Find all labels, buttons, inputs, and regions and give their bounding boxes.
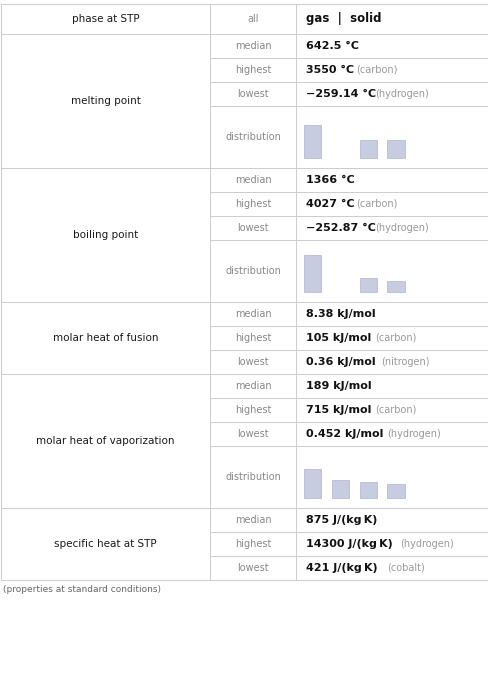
Text: (cobalt): (cobalt) (386, 563, 425, 573)
Bar (303, 255, 321, 292)
Text: (hydrogen): (hydrogen) (374, 89, 428, 99)
Text: 715 kJ/mol: 715 kJ/mol (305, 405, 370, 415)
Text: median: median (234, 309, 271, 319)
Text: all: all (247, 14, 258, 24)
Text: 3550 °C: 3550 °C (305, 65, 353, 75)
Text: 14300 J/(kg K): 14300 J/(kg K) (305, 539, 392, 549)
Text: (carbon): (carbon) (355, 65, 397, 75)
Text: (hydrogen): (hydrogen) (386, 429, 440, 439)
Text: lowest: lowest (237, 223, 268, 233)
Text: 642.5 °C: 642.5 °C (305, 41, 358, 51)
Text: 105 kJ/mol: 105 kJ/mol (305, 333, 370, 343)
Text: lowest: lowest (237, 357, 268, 367)
Bar (331, 480, 348, 498)
Text: 1366 °C: 1366 °C (305, 175, 354, 185)
Text: −252.87 °C: −252.87 °C (305, 223, 375, 233)
Text: 421 J/(kg K): 421 J/(kg K) (305, 563, 377, 573)
Text: −259.14 °C: −259.14 °C (305, 89, 375, 99)
Text: (nitrogen): (nitrogen) (380, 357, 429, 367)
Text: lowest: lowest (237, 563, 268, 573)
Text: 0.452 kJ/mol: 0.452 kJ/mol (305, 429, 383, 439)
Bar (359, 278, 376, 292)
Text: 4027 °C: 4027 °C (305, 199, 354, 209)
Text: molar heat of vaporization: molar heat of vaporization (36, 436, 175, 446)
Bar (386, 140, 404, 158)
Text: distribution: distribution (224, 132, 281, 142)
Text: (carbon): (carbon) (355, 199, 397, 209)
Text: median: median (234, 41, 271, 51)
Text: distribution: distribution (224, 472, 281, 482)
Text: (hydrogen): (hydrogen) (374, 223, 428, 233)
Bar (303, 469, 321, 498)
Bar (303, 125, 321, 158)
Bar (359, 482, 376, 498)
Text: (properties at standard conditions): (properties at standard conditions) (3, 585, 161, 594)
Text: median: median (234, 515, 271, 525)
Text: lowest: lowest (237, 429, 268, 439)
Text: highest: highest (234, 405, 271, 415)
Text: 8.38 kJ/mol: 8.38 kJ/mol (305, 309, 375, 319)
Text: median: median (234, 175, 271, 185)
Text: lowest: lowest (237, 89, 268, 99)
Text: 189 kJ/mol: 189 kJ/mol (305, 381, 371, 391)
Text: distribution: distribution (224, 266, 281, 276)
Text: highest: highest (234, 539, 271, 549)
Text: specific heat at STP: specific heat at STP (54, 539, 157, 549)
Text: 875 J/(kg K): 875 J/(kg K) (305, 515, 376, 525)
Text: (hydrogen): (hydrogen) (399, 539, 453, 549)
Text: molar heat of fusion: molar heat of fusion (53, 333, 158, 343)
Text: gas  |  solid: gas | solid (305, 12, 381, 26)
Bar (359, 140, 376, 158)
Bar (386, 484, 404, 498)
Text: phase at STP: phase at STP (72, 14, 139, 24)
Text: highest: highest (234, 65, 271, 75)
Text: 0.36 kJ/mol: 0.36 kJ/mol (305, 357, 375, 367)
Bar (386, 281, 404, 292)
Text: highest: highest (234, 333, 271, 343)
Text: (carbon): (carbon) (374, 333, 415, 343)
Text: median: median (234, 381, 271, 391)
Text: melting point: melting point (71, 96, 140, 106)
Text: (carbon): (carbon) (374, 405, 415, 415)
Text: highest: highest (234, 199, 271, 209)
Text: boiling point: boiling point (73, 230, 138, 240)
